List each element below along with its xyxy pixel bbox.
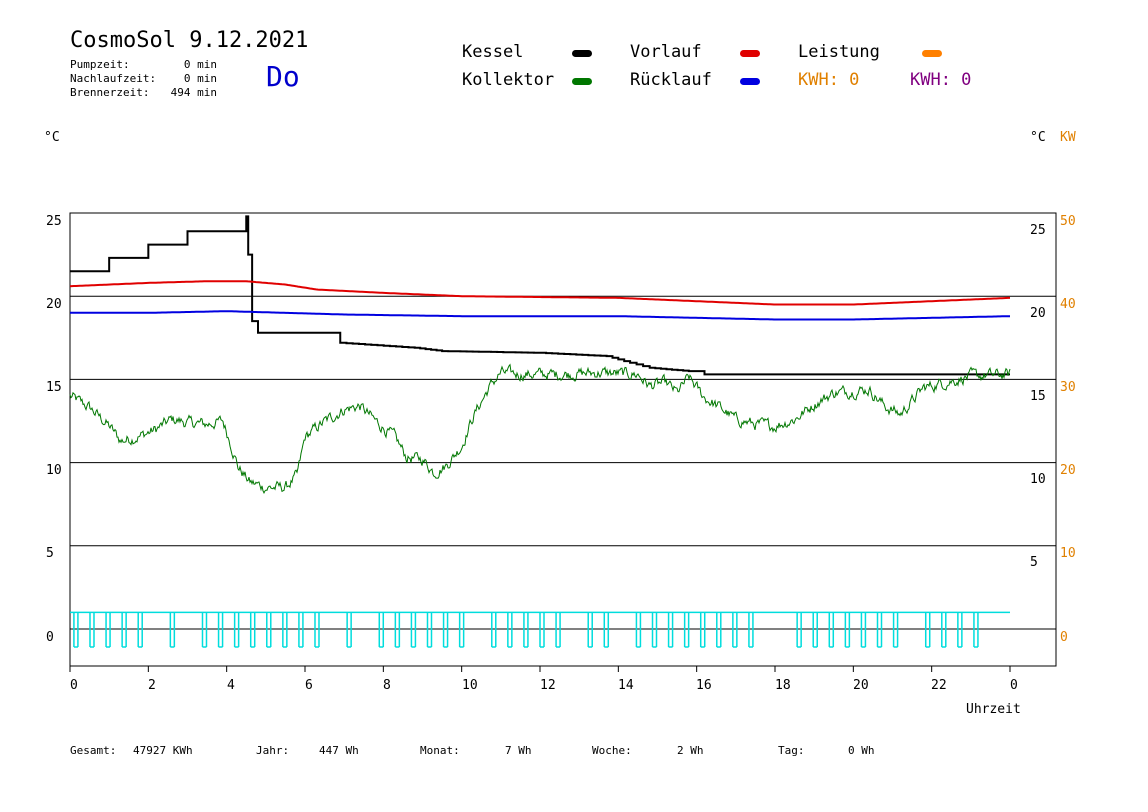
legend-vorlauf-swatch — [740, 50, 760, 57]
legend-kollektor-swatch — [572, 78, 592, 85]
footer-gesamt-label: Gesamt: — [70, 744, 117, 757]
stat-value-nachlaufzeit: 0 min — [183, 72, 217, 85]
y-tick-left-5: 5 — [46, 546, 54, 561]
y-tick-right-c-25: 25 — [1030, 223, 1046, 238]
stat-value-pumpzeit: 0 min — [183, 58, 217, 71]
y-tick-right-kw-20: 20 — [1060, 463, 1076, 478]
footer-woche-label: Woche: — [592, 744, 632, 757]
legend-ruecklauf-label: Rücklauf — [630, 70, 712, 90]
right-axis-unit: °C — [1030, 130, 1046, 145]
stat-label-pumpzeit: Pumpzeit: — [70, 58, 130, 71]
y-tick-right-c-15: 15 — [1030, 389, 1046, 404]
footer-monat-label: Monat: — [420, 744, 460, 757]
y-tick-right-c-5: 5 — [1030, 555, 1038, 570]
series-line-kollektor — [69, 363, 1011, 495]
y-tick-left-10: 10 — [46, 463, 62, 478]
page-title: CosmoSol 9.12.2021 — [70, 28, 309, 53]
y-tick-right-kw-50: 50 — [1060, 214, 1076, 229]
legend-kessel-swatch — [572, 50, 592, 57]
x-tick-22: 22 — [931, 678, 947, 693]
y-tick-left-0: 0 — [46, 630, 54, 645]
y-tick-right-kw-40: 40 — [1060, 297, 1076, 312]
y-tick-left-15: 15 — [46, 380, 62, 395]
x-tick-2: 2 — [148, 678, 156, 693]
x-tick-12: 12 — [540, 678, 556, 693]
y-tick-right-kw-0: 0 — [1060, 630, 1068, 645]
y-tick-right-c-10: 10 — [1030, 472, 1046, 487]
x-tick-6: 6 — [305, 678, 313, 693]
footer-jahr-label: Jahr: — [256, 744, 290, 757]
footer-monat-value: 7 Wh — [505, 744, 532, 757]
legend-kwh-leistung: KWH: 0 — [798, 70, 860, 90]
y-tick-right-kw-10: 10 — [1060, 546, 1076, 561]
series-line-rcklauf — [70, 310, 1010, 321]
series-line-kessel — [70, 215, 1010, 376]
right-axis-unit-kw: KW — [1060, 130, 1076, 145]
legend-ruecklauf-swatch — [740, 78, 760, 85]
y-tick-left-25: 25 — [46, 214, 62, 229]
x-tick-20: 20 — [853, 678, 869, 693]
legend-leistung-swatch — [922, 50, 942, 57]
footer-tag-label: Tag: — [778, 744, 805, 757]
y-tick-right-c-20: 20 — [1030, 306, 1046, 321]
y-tick-left-20: 20 — [46, 297, 62, 312]
x-tick-18: 18 — [775, 678, 791, 693]
legend-leistung-label: Leistung — [798, 42, 880, 62]
legend-kessel-label: Kessel — [462, 42, 524, 62]
x-axis-label: Uhrzeit — [966, 702, 1021, 717]
stat-label-brennerzeit: Brennerzeit: — [70, 86, 150, 99]
weekday-label: Do — [266, 60, 300, 93]
series-line-vorlauf — [69, 280, 1010, 306]
x-tick-24: 0 — [1010, 678, 1018, 693]
left-axis-unit: °C — [44, 130, 60, 145]
pump-state-line — [70, 611, 1010, 648]
x-tick-10: 10 — [462, 678, 478, 693]
footer-tag-value: 0 Wh — [848, 744, 875, 757]
x-tick-16: 16 — [696, 678, 712, 693]
y-tick-right-kw-30: 30 — [1060, 380, 1076, 395]
footer-gesamt-value: 47927 KWh — [133, 744, 193, 757]
legend-vorlauf-label: Vorlauf — [630, 42, 702, 62]
footer-woche-value: 2 Wh — [677, 744, 704, 757]
footer-jahr-value: 447 Wh — [319, 744, 359, 757]
stat-value-brennerzeit: 494 min — [170, 86, 217, 99]
x-tick-4: 4 — [227, 678, 235, 693]
stat-label-nachlaufzeit: Nachlaufzeit: — [70, 72, 157, 85]
x-tick-0: 0 — [70, 678, 78, 693]
legend-kwh-second: KWH: 0 — [910, 70, 972, 90]
x-tick-14: 14 — [618, 678, 634, 693]
plot-frame — [69, 212, 1057, 667]
legend-kollektor-label: Kollektor — [462, 70, 555, 90]
x-tick-8: 8 — [383, 678, 391, 693]
